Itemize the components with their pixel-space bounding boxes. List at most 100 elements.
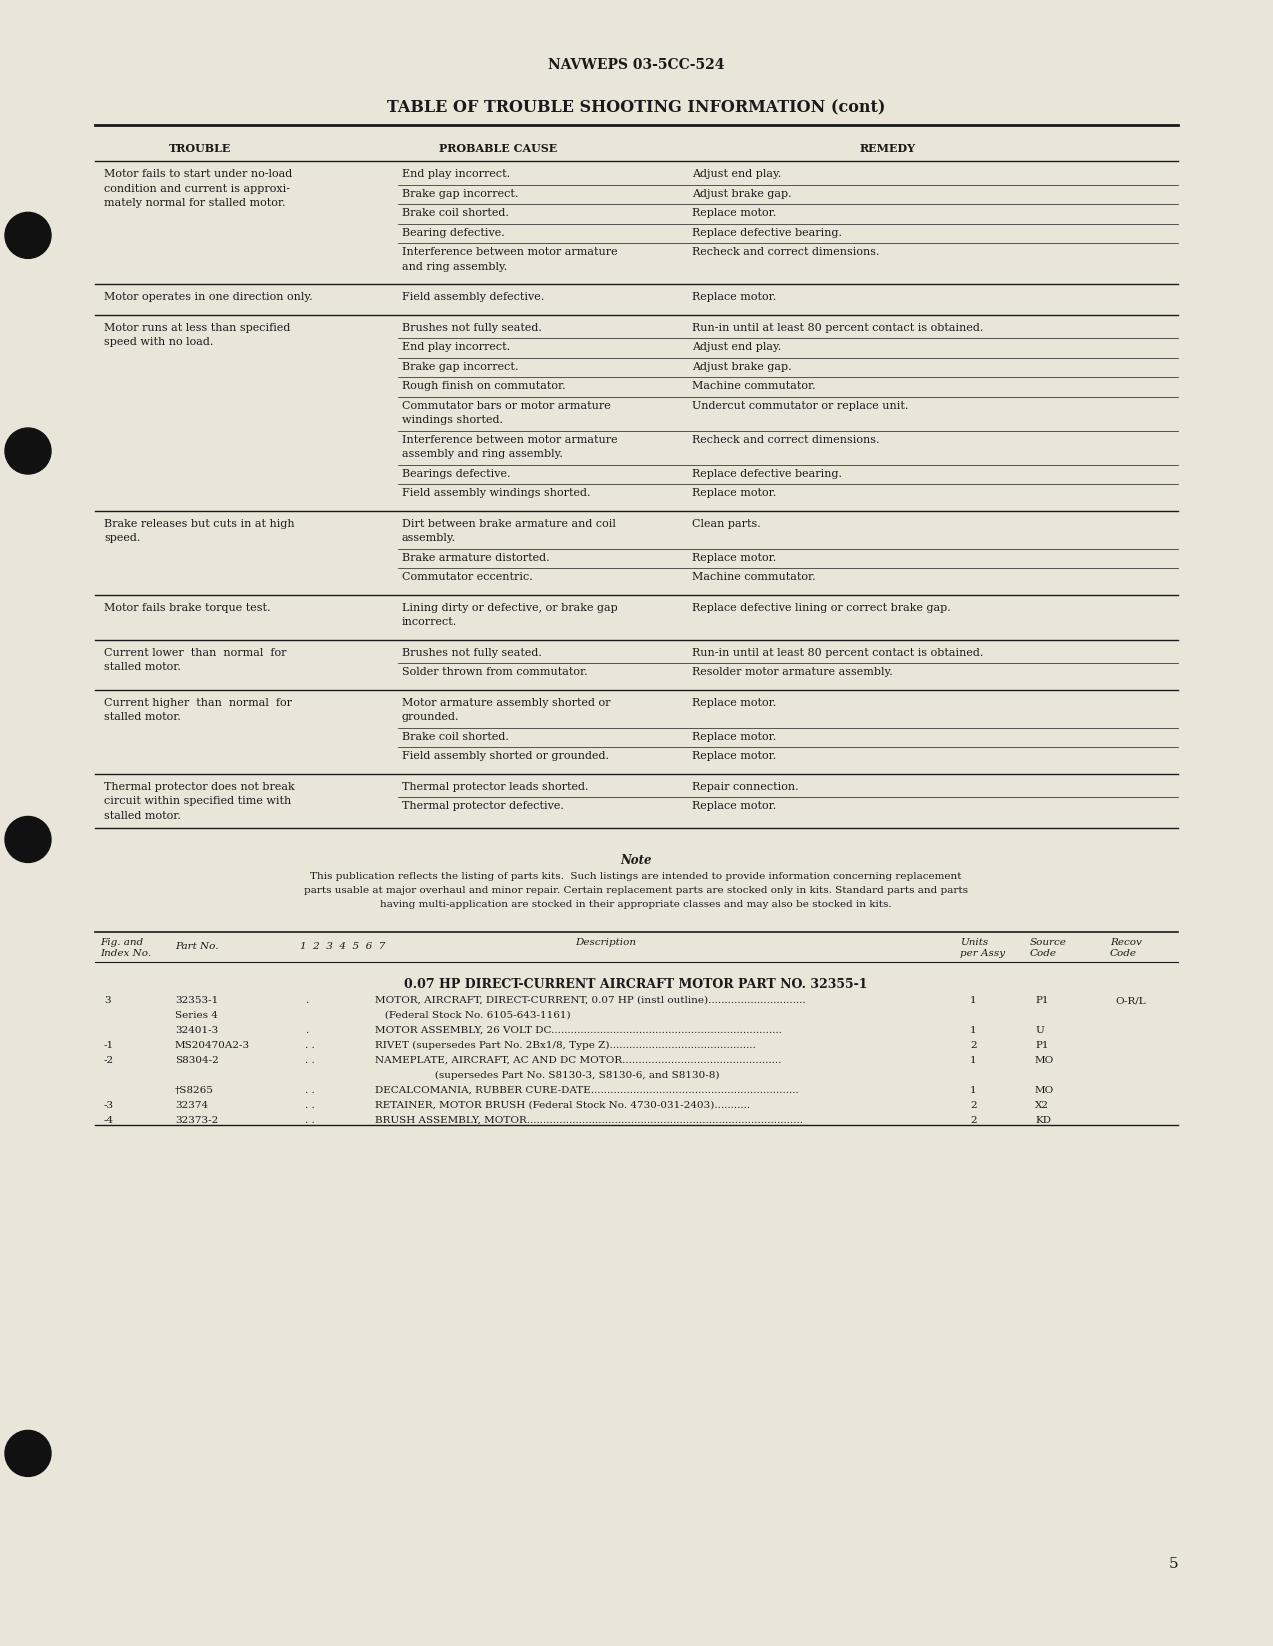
Text: Replace motor.: Replace motor. [693,291,777,301]
Text: 1: 1 [970,1025,976,1035]
Text: Current higher  than  normal  for: Current higher than normal for [104,698,292,708]
Text: Commutator eccentric.: Commutator eccentric. [402,573,532,583]
Circle shape [5,212,51,258]
Text: Adjust end play.: Adjust end play. [693,170,782,179]
Text: End play incorrect.: End play incorrect. [402,170,510,179]
Text: NAVWEPS 03-5CC-524: NAVWEPS 03-5CC-524 [547,58,724,72]
Text: Code: Code [1030,950,1057,958]
Text: Thermal protector does not break: Thermal protector does not break [104,782,295,792]
Text: Replace defective bearing.: Replace defective bearing. [693,227,841,237]
Text: Brake coil shorted.: Brake coil shorted. [402,731,509,741]
Text: Run-in until at least 80 percent contact is obtained.: Run-in until at least 80 percent contact… [693,647,983,657]
Text: 32401-3: 32401-3 [174,1025,218,1035]
Text: Field assembly defective.: Field assembly defective. [402,291,545,301]
Text: . .: . . [306,1086,314,1095]
Text: PROBABLE CAUSE: PROBABLE CAUSE [439,143,558,155]
Text: S8304-2: S8304-2 [174,1057,219,1065]
Text: Run-in until at least 80 percent contact is obtained.: Run-in until at least 80 percent contact… [693,323,983,332]
Text: . .: . . [306,1057,314,1065]
Text: Machine commutator.: Machine commutator. [693,380,816,392]
Text: 32353-1: 32353-1 [174,996,218,1006]
Text: Resolder motor armature assembly.: Resolder motor armature assembly. [693,667,892,677]
Text: Rough finish on commutator.: Rough finish on commutator. [402,380,565,392]
Text: Adjust brake gap.: Adjust brake gap. [693,362,792,372]
Text: stalled motor.: stalled motor. [104,662,181,672]
Text: . .: . . [306,1101,314,1109]
Text: assembly and ring assembly.: assembly and ring assembly. [402,449,563,459]
Text: Bearing defective.: Bearing defective. [402,227,505,237]
Text: Interference between motor armature: Interference between motor armature [402,435,617,444]
Text: speed.: speed. [104,533,140,543]
Circle shape [5,428,51,474]
Text: Note: Note [620,854,652,867]
Text: (Federal Stock No. 6105-643-1161): (Federal Stock No. 6105-643-1161) [376,1011,570,1021]
Text: Brushes not fully seated.: Brushes not fully seated. [402,323,542,332]
Text: Field assembly windings shorted.: Field assembly windings shorted. [402,487,591,499]
Text: MO: MO [1035,1086,1054,1095]
Text: per Assy: per Assy [960,950,1006,958]
Circle shape [5,816,51,863]
Text: TROUBLE: TROUBLE [169,143,232,155]
Text: incorrect.: incorrect. [402,617,457,627]
Text: 2: 2 [970,1101,976,1109]
Text: Lining dirty or defective, or brake gap: Lining dirty or defective, or brake gap [402,602,617,612]
Text: . .: . . [306,1116,314,1124]
Text: P1: P1 [1035,996,1049,1006]
Text: Recov: Recov [1110,938,1142,946]
Text: 32374: 32374 [174,1101,207,1109]
Text: 0.07 HP DIRECT-CURRENT AIRCRAFT MOTOR PART NO. 32355-1: 0.07 HP DIRECT-CURRENT AIRCRAFT MOTOR PA… [405,978,868,991]
Text: MS20470A2-3: MS20470A2-3 [174,1040,250,1050]
Text: This publication reflects the listing of parts kits.  Such listings are intended: This publication reflects the listing of… [311,872,961,881]
Text: Solder thrown from commutator.: Solder thrown from commutator. [402,667,588,677]
Text: NAMEPLATE, AIRCRAFT, AC AND DC MOTOR............................................: NAMEPLATE, AIRCRAFT, AC AND DC MOTOR....… [376,1057,782,1065]
Text: grounded.: grounded. [402,713,460,723]
Text: Brake coil shorted.: Brake coil shorted. [402,207,509,217]
Text: Recheck and correct dimensions.: Recheck and correct dimensions. [693,435,880,444]
Text: Thermal protector leads shorted.: Thermal protector leads shorted. [402,782,588,792]
Text: P1: P1 [1035,1040,1049,1050]
Text: O-R/L: O-R/L [1115,996,1146,1006]
Text: U: U [1035,1025,1044,1035]
Text: . .: . . [306,1040,314,1050]
Text: Field assembly shorted or grounded.: Field assembly shorted or grounded. [402,751,608,760]
Text: 1  2  3  4  5  6  7: 1 2 3 4 5 6 7 [300,942,386,951]
Text: Motor armature assembly shorted or: Motor armature assembly shorted or [402,698,611,708]
Text: Replace motor.: Replace motor. [693,751,777,760]
Text: RIVET (supersedes Part No. 2Bx1/8, Type Z)......................................: RIVET (supersedes Part No. 2Bx1/8, Type … [376,1040,756,1050]
Text: †S8265: †S8265 [174,1086,214,1095]
Text: BRUSH ASSEMBLY, MOTOR...........................................................: BRUSH ASSEMBLY, MOTOR...................… [376,1116,803,1124]
Text: Replace motor.: Replace motor. [693,731,777,741]
Text: Commutator bars or motor armature: Commutator bars or motor armature [402,400,611,410]
Text: circuit within specified time with: circuit within specified time with [104,797,292,807]
Text: -3: -3 [104,1101,115,1109]
Text: Brake armature distorted.: Brake armature distorted. [402,553,550,563]
Text: Code: Code [1110,950,1137,958]
Text: MO: MO [1035,1057,1054,1065]
Text: MOTOR ASSEMBLY, 26 VOLT DC......................................................: MOTOR ASSEMBLY, 26 VOLT DC..............… [376,1025,782,1035]
Text: Motor operates in one direction only.: Motor operates in one direction only. [104,291,313,301]
Text: Motor runs at less than specified: Motor runs at less than specified [104,323,290,332]
Text: 1: 1 [970,996,976,1006]
Text: 1: 1 [970,1086,976,1095]
Text: Brushes not fully seated.: Brushes not fully seated. [402,647,542,657]
Text: Adjust end play.: Adjust end play. [693,342,782,352]
Text: Description: Description [575,938,636,946]
Text: Replace motor.: Replace motor. [693,802,777,811]
Text: Fig. and: Fig. and [101,938,143,946]
Text: Series 4: Series 4 [174,1011,218,1021]
Text: Replace motor.: Replace motor. [693,553,777,563]
Text: Repair connection.: Repair connection. [693,782,798,792]
Text: Motor fails to start under no-load: Motor fails to start under no-load [104,170,293,179]
Text: Machine commutator.: Machine commutator. [693,573,816,583]
Text: assembly.: assembly. [402,533,456,543]
Text: speed with no load.: speed with no load. [104,337,214,347]
Text: 3: 3 [104,996,111,1006]
Circle shape [5,1430,51,1476]
Text: Units: Units [960,938,988,946]
Text: 2: 2 [970,1116,976,1124]
Text: X2: X2 [1035,1101,1049,1109]
Text: Interference between motor armature: Interference between motor armature [402,247,617,257]
Text: Motor fails brake torque test.: Motor fails brake torque test. [104,602,270,612]
Text: 5: 5 [1169,1557,1178,1570]
Text: 2: 2 [970,1040,976,1050]
